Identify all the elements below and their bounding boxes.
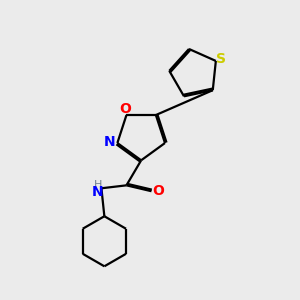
Text: O: O xyxy=(152,184,164,198)
Text: N: N xyxy=(103,134,115,148)
Text: H: H xyxy=(94,180,102,190)
Text: N: N xyxy=(92,185,104,199)
Text: O: O xyxy=(119,102,131,116)
Text: S: S xyxy=(216,52,226,67)
